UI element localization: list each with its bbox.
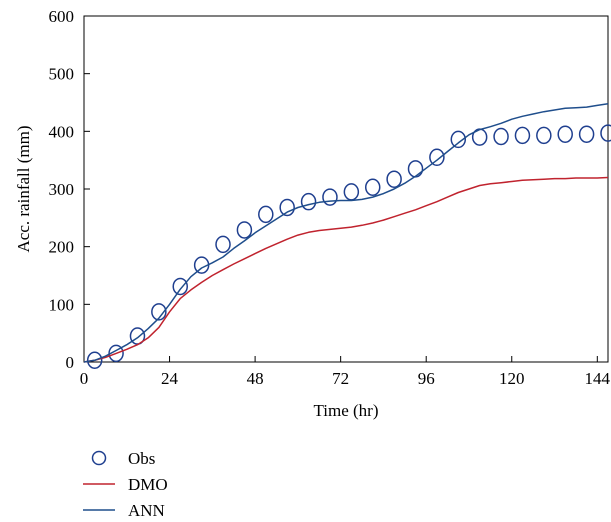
y-tick-label: 200 [49, 238, 75, 257]
y-tick-label: 400 [49, 122, 75, 141]
x-tick-label: 0 [80, 369, 89, 388]
legend-item-ann: ANN [83, 501, 165, 520]
obs-point [536, 126, 552, 145]
obs-point [151, 303, 167, 321]
y-tick-label: 500 [49, 65, 75, 84]
obs-point [343, 183, 360, 201]
obs-point [258, 205, 274, 224]
legend-obs-label: Obs [128, 449, 155, 468]
obs-point [300, 192, 317, 211]
y-tick-label: 600 [49, 7, 75, 26]
legend-obs-marker [91, 450, 107, 466]
plot-border [83, 15, 609, 363]
series-layer [83, 102, 611, 370]
obs-point [215, 235, 231, 254]
obs-point [514, 126, 531, 145]
x-axis-label: Time (hr) [313, 401, 378, 420]
x-tick-label: 24 [161, 369, 179, 388]
legend-item-dmo: DMO [83, 475, 168, 494]
obs-point [578, 125, 595, 143]
obs-point [450, 130, 467, 149]
obs-point [279, 198, 295, 217]
y-axis-ticks: 0 100 200 300 400 500 600 [49, 7, 90, 372]
dmo-series-line [83, 176, 609, 363]
x-tick-label: 72 [332, 369, 349, 388]
legend-item-obs: Obs [91, 449, 155, 468]
obs-point [322, 188, 338, 206]
obs-point [364, 178, 381, 197]
obs-point [407, 160, 424, 178]
obs-point [600, 124, 611, 142]
x-tick-label: 120 [499, 369, 525, 388]
ann-series-line [83, 102, 609, 363]
legend-dmo-label: DMO [128, 475, 168, 494]
obs-point [493, 127, 509, 146]
y-tick-label: 100 [49, 295, 75, 314]
x-tick-label: 48 [247, 369, 264, 388]
y-tick-label: 0 [66, 353, 75, 372]
obs-point [557, 125, 573, 143]
obs-point [108, 344, 124, 363]
x-axis-ticks: 0 24 48 72 96 120 144 [80, 356, 611, 388]
legend: Obs DMO ANN [83, 449, 168, 520]
obs-point [236, 221, 253, 239]
plot-area [83, 15, 609, 363]
obs-point [429, 148, 445, 167]
y-axis-label: Acc. rainfall (mm) [14, 126, 33, 253]
legend-ann-label: ANN [128, 501, 165, 520]
x-tick-label: 96 [418, 369, 435, 388]
y-tick-label: 300 [49, 180, 75, 199]
obs-point [386, 170, 402, 188]
obs-point [86, 351, 103, 370]
obs-point [172, 277, 188, 296]
x-tick-label: 144 [585, 369, 611, 388]
